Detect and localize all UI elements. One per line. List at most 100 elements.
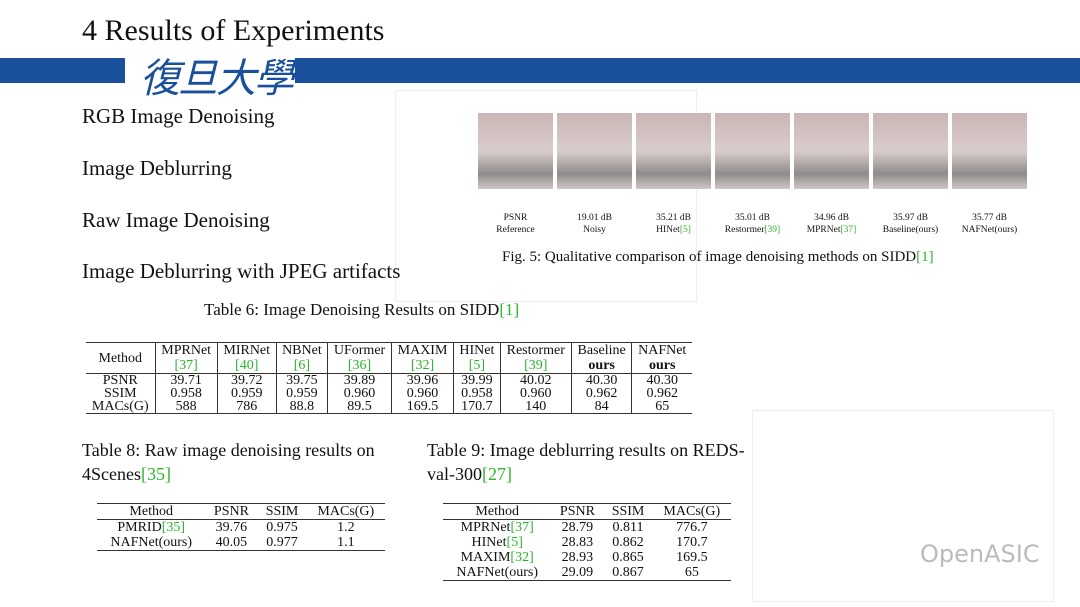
figure: PSNR Reference 19.01 dB Noisy 35.21 dB HINet[… [478, 113, 1030, 243]
cell-text: 0.811 [612, 520, 644, 535]
cell-text: 0.867 [612, 565, 644, 580]
panel-score: PSNR [503, 213, 528, 223]
citation: [37] [840, 225, 857, 235]
cell-text: Method [98, 350, 143, 366]
caption-text: Table 9: Image deblurring results on RED… [427, 440, 745, 484]
header-row: Method PSNR SSIM MACs(G) [443, 503, 731, 520]
citation: [5] [506, 535, 523, 550]
table-cell: 39.89 [327, 373, 392, 388]
cell-text: 65 [684, 565, 699, 580]
table-head: Method MPRNet [37] MIRNet [40] NBNet [6] UForme… [86, 342, 692, 374]
header-band [295, 58, 1080, 83]
table-cell: 39.99 [453, 373, 501, 388]
cell-text: 776.7 [676, 520, 708, 535]
citation: [37] [510, 520, 534, 535]
panel-method: HINet[5] [636, 224, 711, 236]
table-cell: 28.93 [551, 550, 603, 565]
table-cell: 0.962 [632, 387, 692, 401]
citation: [1] [916, 249, 934, 265]
cell-text: 786 [236, 399, 258, 414]
table-cell: 0.959 [217, 386, 277, 401]
panel-method: Restormer[39] [715, 224, 790, 236]
header-cell: UFormer [36] [327, 342, 392, 374]
logo: 復旦大學 [140, 56, 294, 102]
cell-text: 40.05 [215, 535, 248, 550]
table-cell: 170.7 [453, 400, 501, 414]
table-cell: 39.96 [391, 373, 455, 388]
citation: [32] [410, 358, 435, 373]
table-row: NAFNet(ours) 40.05 0.977 1.1 [97, 535, 385, 551]
cell-text: HINet [471, 535, 507, 550]
header-cell: PSNR [551, 504, 603, 520]
table-cell: 786 [217, 399, 277, 414]
panel-method: MPRNet[37] [794, 224, 869, 236]
cell-text: 0.958 [461, 386, 493, 401]
table-cell: 40.05 [205, 535, 257, 551]
table-cell: 0.867 [603, 565, 652, 581]
cell-text: MIRNet [223, 343, 271, 358]
cell-text: 588 [175, 399, 197, 414]
citation: [36] [347, 358, 372, 373]
cell-text: 40.30 [646, 373, 678, 388]
table-cell: 0.977 [257, 535, 306, 551]
table-cell: HINet[5] [443, 535, 551, 550]
table-row: SSIM 0.958 0.959 0.959 0.960 0.960 0.958 0.960 0… [86, 386, 692, 401]
method-name: Reference [496, 225, 535, 235]
cell-text: 0.959 [230, 386, 263, 401]
figure-panel: 35.77 dB NAFNet(ours) [952, 113, 1027, 243]
cell-text: 169.5 [406, 399, 439, 414]
cell-text: 28.79 [561, 520, 594, 535]
table-cell: 0.962 [571, 387, 633, 401]
cell-text: 39.89 [343, 373, 376, 388]
header-cell: Method [443, 504, 551, 520]
cell-text: 140 [525, 399, 547, 414]
cell-text: HINet [459, 343, 495, 358]
table-cell: 776.7 [653, 520, 731, 535]
panel-score: 35.97 dB [893, 213, 928, 223]
background-building [752, 410, 1054, 602]
table-cell: 88.8 [276, 400, 329, 414]
table-cell: 0.811 [603, 520, 652, 535]
header-cell: Method [97, 504, 205, 520]
citation: [6] [293, 358, 311, 373]
panel-image [557, 113, 632, 189]
cell-text: 0.977 [266, 535, 298, 550]
header-row: Method MPRNet [37] MIRNet [40] NBNet [6] UForme… [86, 342, 692, 374]
panel-image [715, 113, 790, 189]
panel-method: Reference [478, 224, 553, 236]
panel-image [952, 113, 1027, 189]
topic: RGB Image Denoising [82, 104, 275, 128]
table-row: PMRID[35] 39.76 0.975 1.2 [97, 520, 385, 535]
caption-text: Fig. 5: Qualitative comparison of image … [502, 249, 917, 265]
table-row: HINet[5] 28.83 0.862 170.7 [443, 535, 731, 550]
figure-panel: 19.01 dB Noisy [557, 113, 632, 243]
panel-method: Noisy [557, 224, 632, 236]
table-cell: PMRID[35] [97, 520, 205, 535]
cell-text: 0.960 [343, 386, 376, 401]
table-cell: 0.960 [391, 387, 455, 401]
cell-text: NAFNet(ours) [456, 565, 539, 580]
cell-text: MACs(G) [663, 504, 721, 519]
table-cell: PSNR [86, 373, 156, 388]
cell-text: 39.71 [170, 373, 202, 388]
panel-method: Baseline(ours) [873, 224, 948, 236]
citation: [5] [679, 225, 691, 235]
citation: [37] [174, 358, 198, 373]
method-name: MPRNet [806, 225, 841, 235]
table-row: MAXIM[32] 28.93 0.865 169.5 [443, 550, 731, 565]
cell-text: NAFNet(ours) [110, 535, 193, 550]
table-row: PSNR 39.71 39.72 39.75 39.89 39.96 39.99 40.02 4… [86, 373, 692, 388]
header-band [0, 58, 125, 83]
cell-text: SSIM [611, 504, 645, 519]
cell-sub: ours [588, 358, 615, 373]
citation: [27] [481, 464, 512, 484]
topic: Raw Image Denoising [82, 208, 270, 232]
table: Method PSNR SSIM MACs(G) PMRID[35] 39.76 0.975… [97, 503, 385, 551]
panel-score: 34.96 dB [814, 213, 849, 223]
cell-text: 1.1 [337, 535, 355, 550]
header-cell: MACs(G) [307, 504, 385, 520]
table-cell: 588 [155, 399, 218, 414]
cell-text: 40.30 [585, 373, 618, 388]
table-cell: 65 [632, 400, 692, 414]
citation: [5] [468, 358, 486, 373]
